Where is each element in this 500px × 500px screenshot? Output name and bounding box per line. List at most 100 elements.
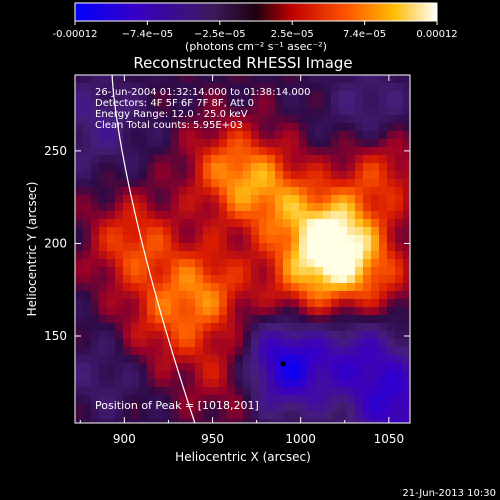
- heatmap-cell: [219, 315, 228, 324]
- heatmap-cell: [379, 99, 388, 108]
- heatmap-cell: [91, 99, 100, 108]
- heatmap-cell: [283, 251, 292, 260]
- heatmap-cell: [243, 219, 252, 228]
- heatmap-cell: [355, 307, 364, 316]
- heatmap-cell: [107, 411, 116, 420]
- heatmap-cell: [363, 147, 372, 156]
- heatmap-cell: [315, 347, 324, 356]
- heatmap-cell: [115, 339, 124, 348]
- heatmap-cell: [219, 387, 228, 396]
- heatmap-cell: [347, 395, 356, 404]
- heatmap-cell: [387, 195, 396, 204]
- heatmap-cell: [307, 251, 316, 260]
- heatmap-cell: [139, 147, 148, 156]
- heatmap-cell: [363, 419, 372, 423]
- heatmap-cell: [171, 315, 180, 324]
- heatmap-cell: [259, 163, 268, 172]
- heatmap-cell: [395, 131, 404, 140]
- heatmap-cell: [363, 299, 372, 308]
- heatmap-cell: [283, 219, 292, 228]
- heatmap-cell: [275, 299, 284, 308]
- heatmap-cell: [315, 283, 324, 292]
- heatmap-cell: [171, 283, 180, 292]
- heatmap-cell: [235, 171, 244, 180]
- heatmap-cell: [403, 323, 410, 332]
- heatmap-cell: [331, 259, 340, 268]
- heatmap-cell: [171, 171, 180, 180]
- heatmap-cell: [315, 355, 324, 364]
- heatmap-cell: [179, 363, 188, 372]
- heatmap-cell: [331, 155, 340, 164]
- heatmap-cell: [283, 307, 292, 316]
- heatmap-cell: [123, 379, 132, 388]
- heatmap-cell: [379, 171, 388, 180]
- heatmap-cell: [347, 315, 356, 324]
- heatmap-cell: [267, 379, 276, 388]
- heatmap-cell: [307, 195, 316, 204]
- colorbar-tick-label: −2.5e−05: [194, 29, 246, 40]
- heatmap-cell: [371, 403, 380, 412]
- heatmap-cell: [147, 355, 156, 364]
- heatmap-cell: [291, 331, 300, 340]
- heatmap-cell: [219, 139, 228, 148]
- heatmap-cell: [83, 403, 92, 412]
- heatmap-cell: [179, 371, 188, 380]
- heatmap-cell: [83, 307, 92, 316]
- heatmap-cell: [83, 195, 92, 204]
- heatmap-cell: [99, 347, 108, 356]
- heatmap-cell: [339, 339, 348, 348]
- heatmap-cell: [163, 219, 172, 228]
- heatmap-cell: [291, 251, 300, 260]
- heatmap-cell: [259, 227, 268, 236]
- heatmap-cell: [211, 379, 220, 388]
- heatmap-cell: [211, 355, 220, 364]
- heatmap-cell: [355, 267, 364, 276]
- heatmap-cell: [243, 395, 252, 404]
- heatmap-cell: [403, 299, 410, 308]
- heatmap-cell: [355, 299, 364, 308]
- heatmap-cell: [115, 347, 124, 356]
- heatmap-cell: [299, 211, 308, 220]
- heatmap-cell: [251, 403, 260, 412]
- heatmap-cell: [75, 315, 84, 324]
- heatmap-cell: [283, 363, 292, 372]
- heatmap-cell: [147, 187, 156, 196]
- heatmap-cell: [243, 123, 252, 132]
- heatmap-cell: [299, 371, 308, 380]
- heatmap-cell: [179, 315, 188, 324]
- heatmap-cell: [283, 299, 292, 308]
- heatmap-cell: [155, 411, 164, 420]
- heatmap-cell: [323, 187, 332, 196]
- heatmap-cell: [91, 163, 100, 172]
- heatmap-cell: [107, 203, 116, 212]
- heatmap-cell: [243, 195, 252, 204]
- heatmap-cell: [275, 395, 284, 404]
- heatmap-cell: [267, 283, 276, 292]
- heatmap-cell: [211, 267, 220, 276]
- heatmap-cell: [107, 307, 116, 316]
- heatmap-cell: [91, 75, 100, 84]
- heatmap-cell: [123, 163, 132, 172]
- heatmap-cell: [99, 403, 108, 412]
- heatmap-cell: [379, 315, 388, 324]
- heatmap-cell: [355, 243, 364, 252]
- heatmap-cell: [139, 307, 148, 316]
- heatmap-cell: [227, 155, 236, 164]
- heatmap-cell: [123, 267, 132, 276]
- heatmap-cell: [195, 323, 204, 332]
- heatmap-cell: [355, 219, 364, 228]
- heatmap-cell: [227, 299, 236, 308]
- heatmap-cell: [275, 363, 284, 372]
- heatmap-cell: [259, 323, 268, 332]
- heatmap-cell: [291, 163, 300, 172]
- heatmap-cell: [139, 323, 148, 332]
- heatmap-cell: [195, 211, 204, 220]
- heatmap-cell: [219, 75, 228, 84]
- heatmap-cell: [403, 203, 410, 212]
- heatmap-cell: [211, 155, 220, 164]
- heatmap-cell: [211, 163, 220, 172]
- heatmap-cell: [299, 187, 308, 196]
- heatmap-cell: [195, 275, 204, 284]
- heatmap-cell: [171, 267, 180, 276]
- heatmap-cell: [155, 187, 164, 196]
